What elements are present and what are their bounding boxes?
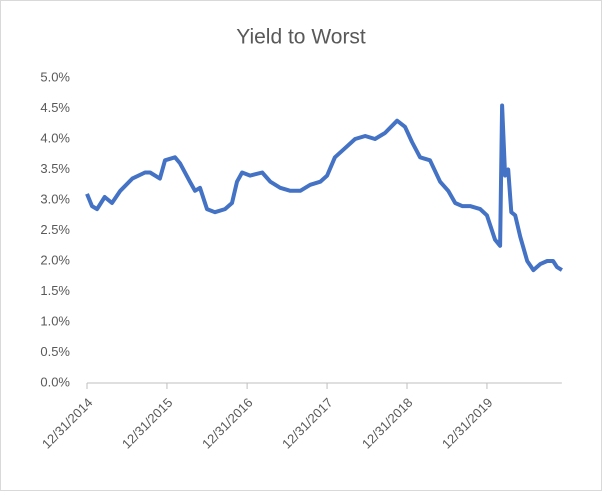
- y-tick-label: 0.0%: [40, 374, 70, 389]
- y-tick-label: 4.5%: [40, 100, 70, 115]
- y-tick-label: 5.0%: [40, 69, 70, 84]
- series-line: [85, 103, 563, 273]
- y-tick-label: 2.0%: [40, 252, 70, 267]
- y-tick-label: 1.0%: [40, 313, 70, 328]
- chart-title: Yield to Worst: [236, 26, 366, 49]
- y-tick-label: 0.5%: [40, 344, 70, 359]
- y-tick-label: 1.5%: [40, 283, 70, 298]
- y-tick-label: 3.5%: [40, 161, 70, 176]
- y-tick-label: 4.0%: [40, 130, 70, 145]
- y-tick-label: 2.5%: [40, 222, 70, 237]
- y-tick-label: 3.0%: [40, 191, 70, 206]
